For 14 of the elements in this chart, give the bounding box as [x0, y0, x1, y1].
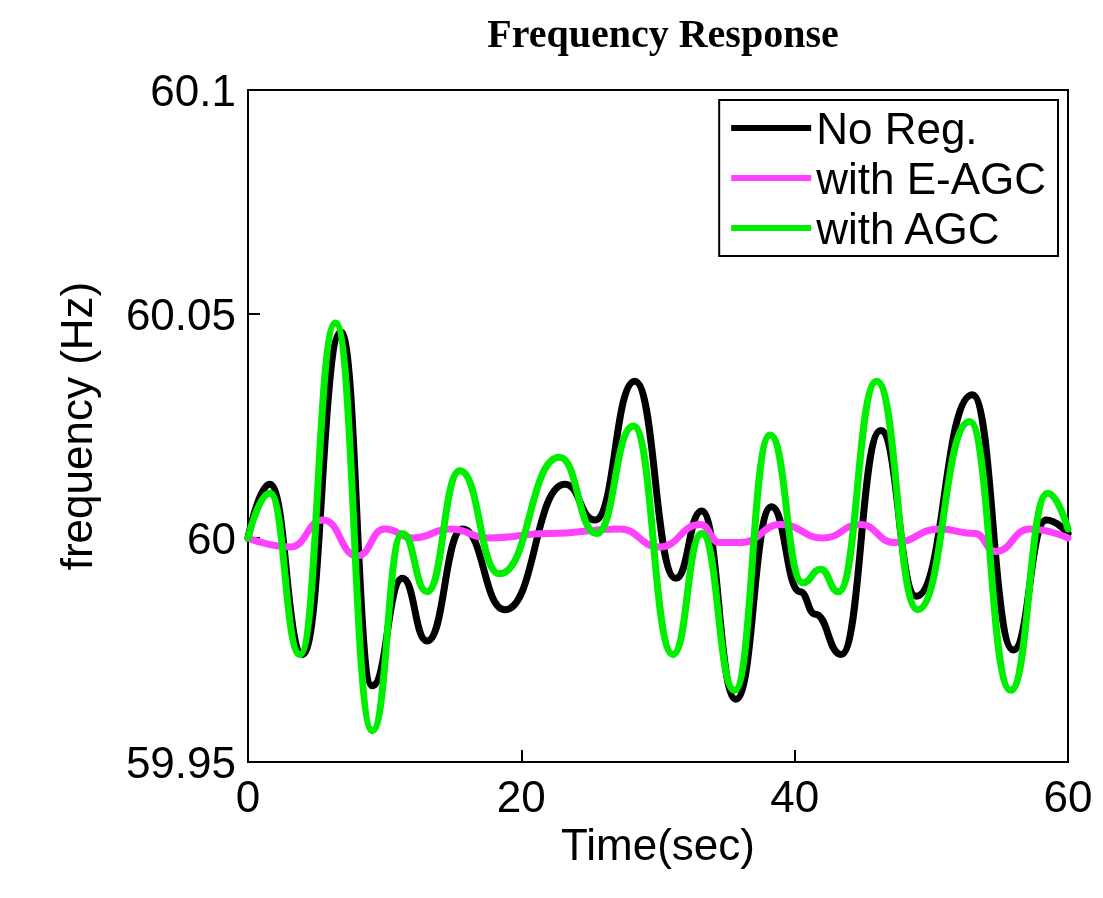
legend-label: No Reg.: [816, 103, 978, 153]
y-tick-label: 60.05: [125, 289, 236, 339]
y-tick-label: 60: [187, 513, 236, 563]
x-tick-label: 60: [1043, 771, 1093, 821]
y-tick-label: 60.1: [150, 65, 236, 115]
legend-label: with E-AGC: [815, 153, 1047, 203]
x-axis-title: Time(sec): [561, 820, 755, 870]
y-axis-title: frequency (Hz): [51, 281, 101, 571]
chart-title: Frequency Response: [487, 10, 839, 56]
x-tick-label: 20: [496, 771, 546, 821]
y-tick-label: 59.95: [125, 737, 236, 787]
x-tick-label: 40: [770, 771, 820, 821]
x-tick-label: 0: [235, 771, 261, 821]
legend-label: with AGC: [815, 203, 1000, 253]
